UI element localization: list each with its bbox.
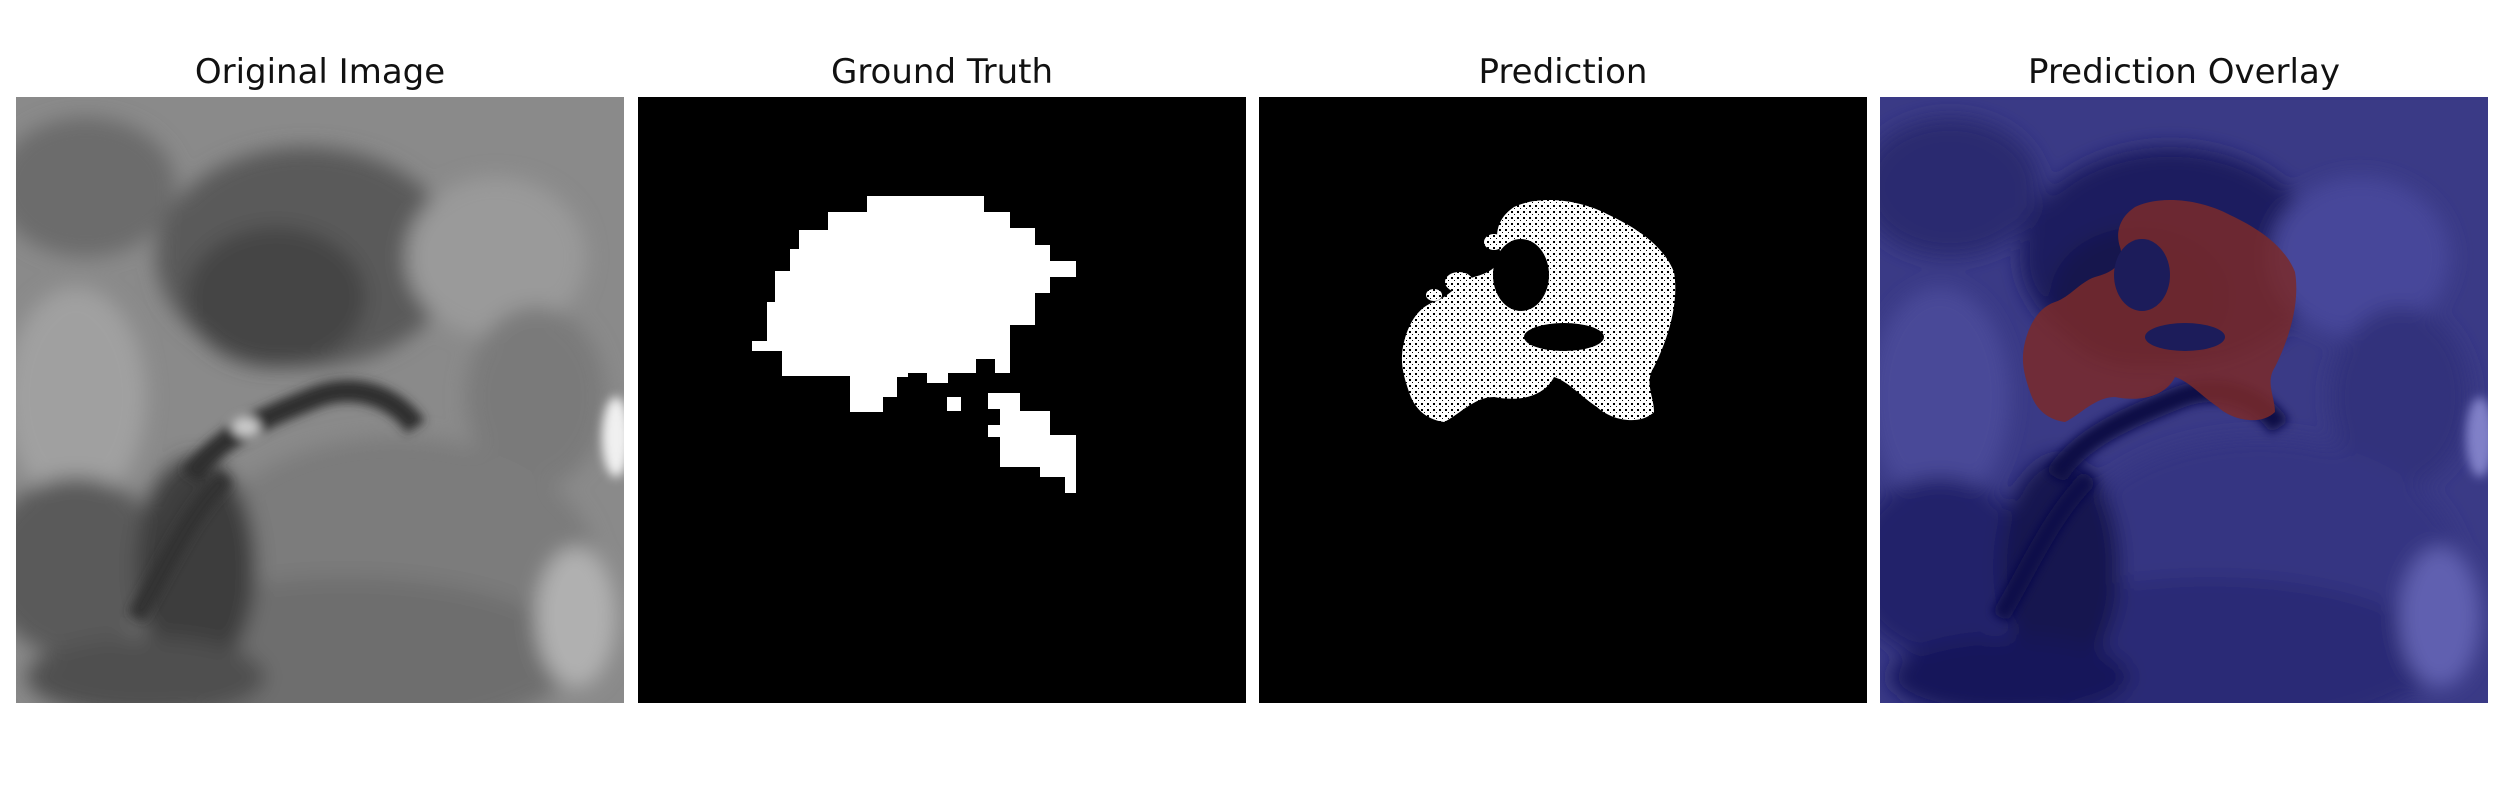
ground-truth-mask [638,97,1246,703]
panel-title-ground-truth: Ground Truth [830,52,1054,92]
panel-prediction-overlay [1880,97,2488,703]
panel-prediction [1259,97,1867,703]
panel-ground-truth [638,97,1246,703]
panel-title-prediction-overlay: Prediction Overlay [2028,52,2340,92]
panel-original-image [16,97,624,703]
prediction-mask [1259,97,1867,703]
prediction-overlay-image [1880,97,2488,703]
panel-title-original: Original Image [194,52,446,92]
panel-title-prediction: Prediction [1478,52,1648,92]
original-mri-image [16,97,624,703]
